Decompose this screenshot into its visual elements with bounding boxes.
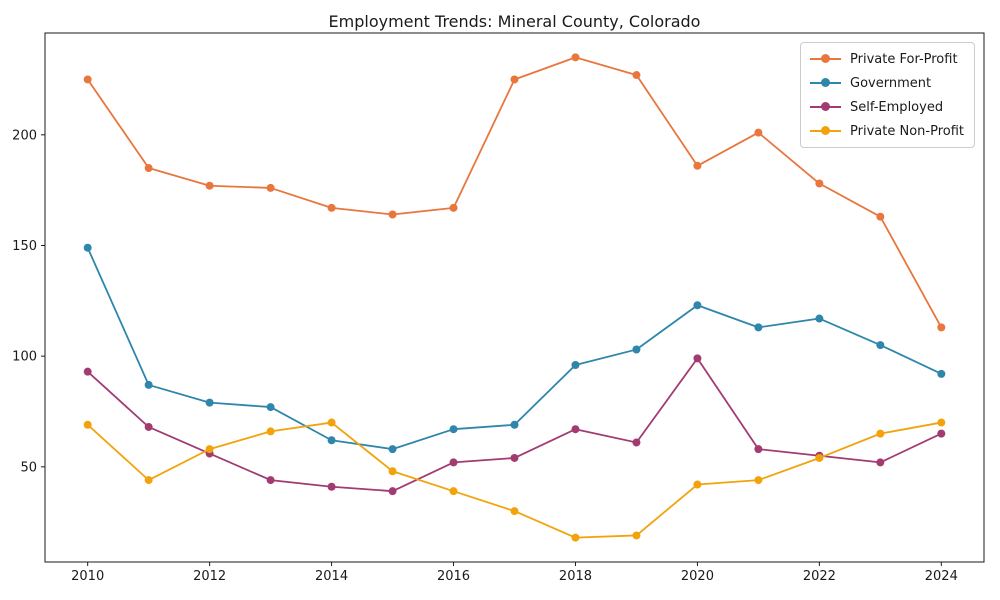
legend-dot [821, 78, 831, 87]
data-point [449, 425, 458, 434]
x-tick-label: 2018 [559, 569, 592, 584]
data-point [144, 164, 153, 173]
data-point [754, 476, 763, 485]
x-tick-label: 2010 [71, 569, 104, 584]
data-point [144, 422, 153, 431]
data-point [266, 183, 275, 192]
data-point [510, 420, 519, 429]
legend-dot [821, 126, 831, 135]
data-point [327, 436, 336, 445]
data-point [876, 341, 885, 350]
data-point [83, 243, 92, 252]
data-point [205, 398, 214, 407]
data-point [937, 418, 946, 427]
series-line-government [86, 247, 942, 451]
legend-label: Government [850, 75, 932, 91]
y-tick-label: 50 [20, 460, 37, 475]
data-point [388, 467, 397, 476]
legend-label: Private For-Profit [850, 51, 958, 67]
x-tick-label: 2022 [803, 569, 836, 584]
legend-dot [821, 102, 831, 111]
data-point [876, 458, 885, 467]
legend-dot [821, 54, 831, 63]
legend-marker-icon [810, 98, 842, 116]
axes-frame [44, 32, 985, 563]
data-point [266, 403, 275, 412]
data-point [327, 418, 336, 427]
data-point [449, 458, 458, 467]
data-point [571, 533, 580, 542]
legend-item: Private Non-Profit [810, 122, 964, 140]
x-tick-label: 2014 [315, 569, 348, 584]
data-point [205, 181, 214, 190]
legend-item: Self-Employed [810, 98, 964, 116]
data-point [754, 445, 763, 454]
y-tick-label: 150 [12, 239, 37, 254]
data-point [83, 367, 92, 376]
data-point [937, 429, 946, 438]
data-point [632, 531, 641, 540]
data-point [571, 53, 580, 62]
data-point [815, 179, 824, 188]
data-point [693, 480, 702, 489]
data-point [632, 71, 641, 80]
data-point [449, 203, 458, 212]
series-line-private-non-profit [87, 421, 942, 539]
data-point [388, 445, 397, 454]
data-point [266, 476, 275, 485]
data-point [632, 345, 641, 354]
chart-title: Employment Trends: Mineral County, Color… [328, 12, 701, 31]
data-point [815, 453, 824, 462]
data-point [693, 301, 702, 310]
data-point [510, 75, 519, 84]
data-point [876, 212, 885, 221]
data-point [205, 445, 214, 454]
data-point [510, 507, 519, 516]
data-point [449, 487, 458, 496]
y-tick-label: 200 [12, 128, 37, 143]
data-point [510, 453, 519, 462]
legend-item: Private For-Profit [810, 50, 964, 68]
legend-marker-icon [810, 122, 842, 140]
data-point [754, 323, 763, 332]
data-point [632, 438, 641, 447]
legend-marker-icon [810, 74, 842, 92]
data-point [937, 369, 946, 378]
data-point [876, 429, 885, 438]
data-point [693, 161, 702, 170]
data-point [266, 427, 275, 436]
data-point [327, 203, 336, 212]
x-tick-label: 2024 [925, 569, 958, 584]
data-point [83, 75, 92, 84]
data-point [693, 354, 702, 363]
data-point [144, 476, 153, 485]
data-point [937, 323, 946, 332]
y-tick-label: 100 [12, 350, 37, 365]
x-tick-label: 2012 [193, 569, 226, 584]
data-point [571, 361, 580, 370]
legend: Private For-Profit Government Self-Employe… [800, 42, 975, 148]
legend-label: Private Non-Profit [850, 123, 964, 139]
x-tick-label: 2020 [681, 569, 714, 584]
legend-item: Government [810, 74, 964, 92]
data-point [144, 380, 153, 389]
legend-label: Self-Employed [850, 99, 944, 115]
data-point [754, 128, 763, 137]
data-point [388, 210, 397, 219]
x-tick-label: 2016 [437, 569, 470, 584]
legend-marker-icon [810, 50, 842, 68]
data-point [571, 425, 580, 434]
data-point [388, 487, 397, 496]
data-point [83, 420, 92, 429]
data-point [815, 314, 824, 323]
data-point [327, 482, 336, 491]
